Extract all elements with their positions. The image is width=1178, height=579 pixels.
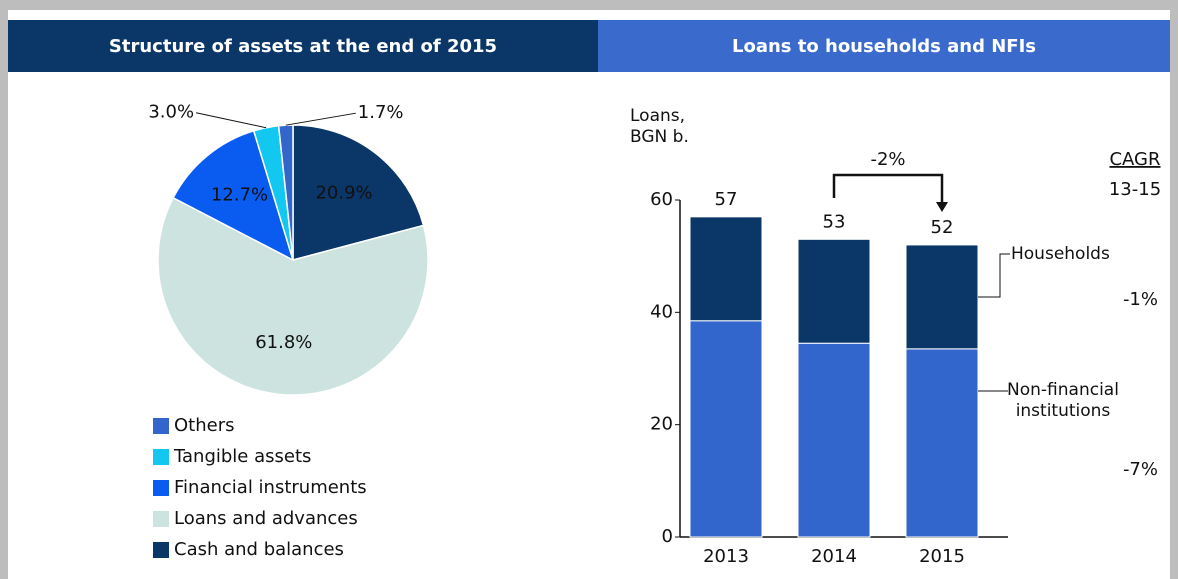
data-label: 1.7% (358, 102, 404, 123)
leader-line (978, 253, 1010, 298)
cagr-title: CAGR (1109, 149, 1160, 170)
bar-segment (905, 348, 979, 538)
y-tick-label: 20 (650, 414, 673, 435)
legend-label: Financial instruments (174, 477, 367, 498)
total-label: 53 (823, 211, 846, 232)
bar-segment (689, 216, 763, 322)
chart: 20.9% 61.8% 12.7% 3.0% 1.7% Others Tangible as… (148, 102, 1161, 567)
bar-segment (797, 238, 871, 344)
data-label: 20.9% (315, 183, 372, 204)
legend-swatch (153, 511, 169, 527)
legend-swatch (153, 418, 169, 434)
bar-segment (689, 320, 763, 538)
legend-swatch (153, 449, 169, 465)
arrow-head (936, 202, 948, 212)
total-label: 52 (931, 217, 954, 238)
legend-swatch (153, 480, 169, 496)
y-tick-label: 60 (650, 189, 673, 210)
x-tick-label: 2014 (811, 546, 857, 567)
cagr-value: -7% (1123, 459, 1158, 480)
x-tick-label: 2015 (919, 546, 965, 567)
cagr-value: -1% (1123, 289, 1158, 310)
change-bracket (832, 173, 944, 202)
pie-slice (292, 124, 425, 261)
bar-segment (905, 244, 979, 350)
left-header: Structure of assets at the end of 2015 (8, 20, 598, 72)
legend-label: Cash and balances (174, 539, 344, 560)
change-label: -2% (870, 149, 905, 170)
legend-label: Tangible assets (173, 446, 311, 467)
leader-line (195, 112, 267, 129)
data-label: 12.7% (211, 185, 268, 206)
y-axis-label: Loans, BGN b. (630, 106, 689, 147)
page: Structure of assets at the end of 2015 L… (8, 10, 1170, 579)
pie-slice (157, 196, 429, 396)
x-tick-label: 2013 (703, 546, 749, 567)
series-label: Non-financial institutions (1007, 380, 1119, 421)
series-label: Households (1011, 244, 1110, 264)
data-label: 3.0% (148, 102, 194, 123)
legend-swatch (153, 542, 169, 558)
bar-segment (797, 342, 871, 538)
y-tick-label: 0 (662, 526, 673, 547)
leader-line (285, 112, 356, 126)
legend-label: Others (174, 415, 235, 436)
y-tick-label: 40 (650, 301, 673, 322)
cagr-period: 13-15 (1109, 179, 1161, 200)
legend-label: Loans and advances (174, 508, 358, 529)
right-header: Loans to households and NFIs (598, 20, 1170, 72)
data-label: 61.8% (255, 332, 312, 353)
total-label: 57 (715, 189, 738, 210)
